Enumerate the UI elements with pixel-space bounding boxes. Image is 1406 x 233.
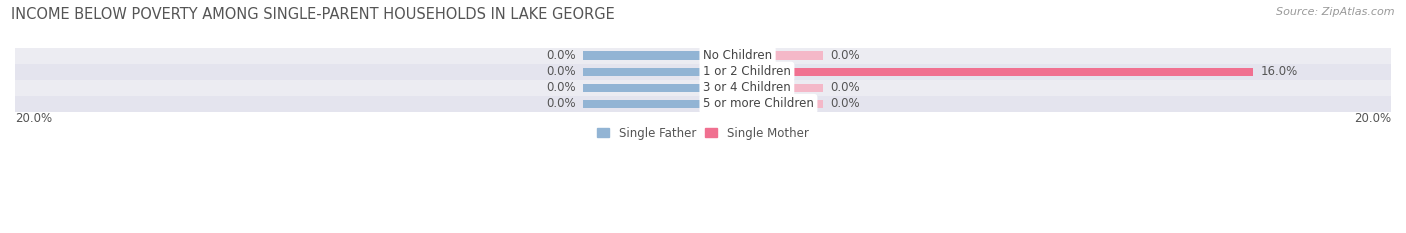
Text: 20.0%: 20.0% <box>1354 112 1391 125</box>
Text: 0.0%: 0.0% <box>831 49 860 62</box>
Text: 0.0%: 0.0% <box>546 81 575 94</box>
Bar <box>582 51 703 60</box>
Bar <box>15 48 1391 64</box>
Text: 5 or more Children: 5 or more Children <box>703 97 814 110</box>
Text: 1 or 2 Children: 1 or 2 Children <box>703 65 790 78</box>
Bar <box>703 68 1253 76</box>
Bar <box>15 80 1391 96</box>
Bar <box>703 84 824 92</box>
Text: 16.0%: 16.0% <box>1260 65 1298 78</box>
Bar <box>582 84 703 92</box>
Bar <box>582 100 703 108</box>
Legend: Single Father, Single Mother: Single Father, Single Mother <box>598 127 808 140</box>
Text: INCOME BELOW POVERTY AMONG SINGLE-PARENT HOUSEHOLDS IN LAKE GEORGE: INCOME BELOW POVERTY AMONG SINGLE-PARENT… <box>11 7 614 22</box>
Text: 0.0%: 0.0% <box>831 97 860 110</box>
Bar <box>15 96 1391 112</box>
Bar <box>703 84 824 92</box>
Text: 0.0%: 0.0% <box>831 81 860 94</box>
Bar <box>703 51 824 60</box>
Text: 0.0%: 0.0% <box>546 65 575 78</box>
Bar <box>703 51 824 60</box>
Text: 20.0%: 20.0% <box>15 112 52 125</box>
Bar <box>703 100 824 108</box>
Text: 0.0%: 0.0% <box>546 97 575 110</box>
Text: Source: ZipAtlas.com: Source: ZipAtlas.com <box>1277 7 1395 17</box>
Bar <box>15 64 1391 80</box>
Text: No Children: No Children <box>703 49 772 62</box>
Text: 0.0%: 0.0% <box>546 49 575 62</box>
Bar <box>703 100 824 108</box>
Bar <box>582 68 703 76</box>
Text: 3 or 4 Children: 3 or 4 Children <box>703 81 790 94</box>
